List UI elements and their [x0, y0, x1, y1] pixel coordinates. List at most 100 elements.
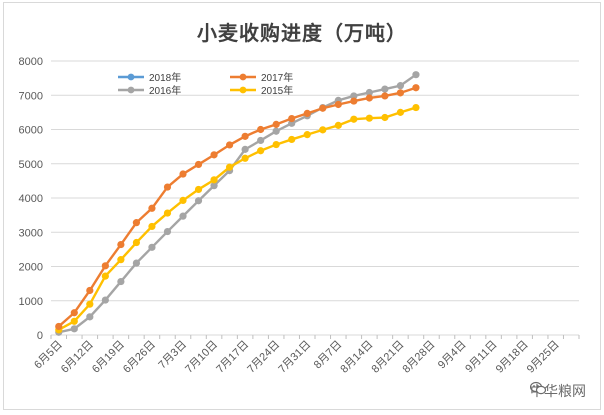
data-point [257, 147, 265, 155]
y-tick-label: 1000 [19, 296, 43, 308]
data-point [148, 243, 156, 251]
data-point [55, 322, 63, 331]
series-line-2016年 [58, 73, 417, 334]
data-point [381, 113, 389, 122]
data-point [210, 182, 218, 190]
x-tick-label: 9月11日 [463, 339, 499, 375]
data-point [257, 125, 265, 134]
data-point [132, 219, 141, 227]
y-tick-label: 2000 [19, 262, 43, 274]
data-point [179, 196, 187, 204]
x-tick-label: 7月10日 [183, 339, 220, 376]
y-tick-label: 3000 [19, 227, 43, 239]
data-point [86, 286, 94, 295]
legend-marker [239, 73, 247, 81]
legend-marker [127, 86, 135, 94]
data-point [272, 120, 280, 128]
data-point [132, 238, 141, 247]
data-point [303, 131, 311, 139]
data-point [272, 127, 280, 135]
data-point [70, 309, 78, 317]
data-point [117, 240, 125, 249]
data-point [350, 115, 358, 123]
data-point [70, 317, 78, 325]
data-point [257, 136, 265, 145]
data-point [225, 141, 234, 149]
legend-marker [127, 73, 135, 81]
data-point [163, 227, 172, 236]
x-tick-label: 6月26日 [121, 339, 158, 376]
y-tick-label: 5000 [19, 159, 43, 171]
data-point [241, 132, 249, 140]
legend-label: 2018年 [149, 71, 181, 84]
data-point [334, 100, 342, 109]
data-point [412, 103, 420, 112]
legend-marker [239, 86, 247, 94]
data-point [86, 313, 94, 321]
y-tick-label: 0 [37, 330, 43, 342]
x-tick-label: 7月17日 [214, 339, 251, 376]
x-tick-label: 9月18日 [494, 339, 531, 376]
data-point [163, 183, 172, 191]
legend-label: 2017年 [261, 71, 293, 84]
data-point [381, 85, 389, 93]
data-point [319, 126, 327, 134]
data-point [117, 256, 125, 264]
data-point [241, 145, 249, 153]
data-point [381, 92, 389, 100]
data-point [412, 84, 420, 92]
chart-title: 小麦收购进度（万吨） [197, 21, 407, 45]
x-tick-label: 7月31日 [276, 339, 313, 376]
data-point [179, 170, 187, 178]
legend-label: 2015年 [261, 84, 293, 97]
legend-label: 2016年 [149, 84, 181, 97]
x-tick-label: 8月14日 [338, 339, 375, 376]
data-point [303, 109, 311, 118]
x-tick-label: 9月25日 [525, 339, 562, 376]
data-point [163, 209, 172, 217]
data-point [210, 151, 218, 159]
data-point [272, 140, 280, 149]
x-tick-label: 6月12日 [59, 339, 96, 376]
data-point [396, 82, 405, 90]
data-point [288, 114, 296, 123]
data-point [101, 272, 109, 280]
data-point [319, 104, 327, 112]
data-point [225, 163, 234, 171]
data-point [179, 212, 187, 220]
data-point [365, 114, 373, 122]
y-tick-label: 8000 [19, 56, 43, 68]
data-point [148, 204, 156, 212]
data-point [334, 121, 342, 129]
data-point [412, 71, 420, 79]
watermark: 中华粮网 [530, 381, 586, 401]
data-point [86, 300, 94, 308]
line-chart: 0100020003000400050006000700080006月5日6月1… [19, 56, 580, 376]
y-tick-label: 4000 [19, 193, 43, 205]
data-point [132, 259, 141, 267]
data-point [101, 262, 109, 270]
data-point [70, 325, 78, 333]
data-point [396, 89, 405, 97]
data-point [210, 176, 218, 184]
data-point [194, 197, 203, 205]
y-tick-label: 6000 [19, 125, 43, 137]
x-tick-label: 6月19日 [90, 339, 127, 376]
x-tick-label: 8月28日 [401, 339, 438, 376]
data-point [288, 135, 296, 144]
data-point [101, 296, 109, 304]
data-point [241, 154, 249, 162]
data-point [396, 108, 405, 116]
data-point [350, 92, 358, 100]
data-point [194, 185, 203, 194]
x-tick-label: 7月24日 [245, 339, 282, 376]
y-tick-label: 7000 [19, 90, 43, 102]
wechat-icon [530, 381, 546, 395]
data-point [350, 97, 358, 105]
data-point [148, 222, 156, 231]
data-point [365, 94, 373, 102]
data-point [194, 160, 203, 169]
data-point [365, 88, 373, 97]
x-tick-label: 8月21日 [370, 339, 407, 376]
data-point [117, 277, 125, 286]
